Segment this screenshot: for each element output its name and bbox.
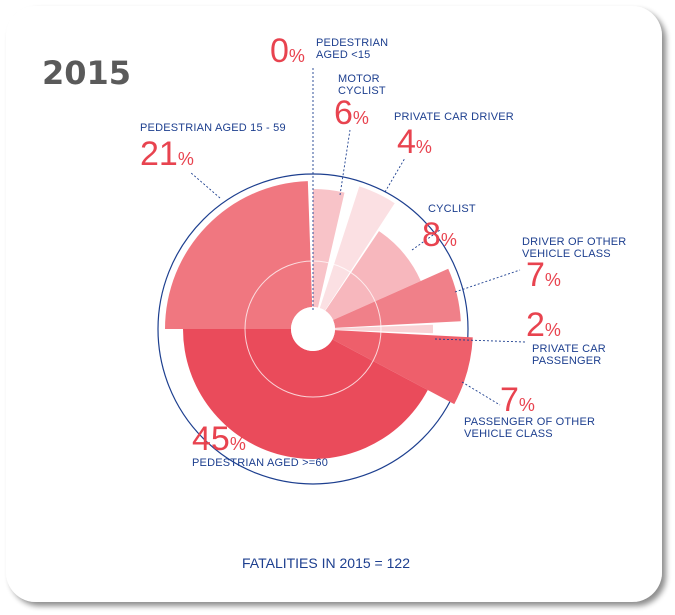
slice-percent-6: 7% [500, 381, 535, 419]
year-title: 2015 [42, 54, 131, 92]
fatalities-total: FATALITIES IN 2015 = 122 [242, 555, 410, 571]
slice-category-6-line-0: PASSENGER OF OTHER [464, 416, 595, 428]
slice-category-5-line-0: PRIVATE CAR [532, 343, 606, 355]
slice-category-5-line-1: PASSENGER [532, 355, 601, 367]
slice-percent-7: 45% [192, 420, 246, 458]
slice-label-8: 21%PEDESTRIAN AGED 15 - 59 [140, 122, 286, 173]
slice-category-3-line-0: CYCLIST [428, 203, 476, 215]
leader-line-5 [434, 338, 526, 343]
slice-label-2: 4%PRIVATE CAR DRIVER [394, 111, 514, 161]
slice-label-7: 45%PEDESTRIAN AGED >=60 [192, 420, 328, 469]
slice-category-2-line-0: PRIVATE CAR DRIVER [394, 111, 514, 123]
wedge-6 [332, 330, 473, 405]
slice-category-4-line-1: VEHICLE CLASS [522, 248, 611, 260]
slice-category-1-line-1: CYCLIST [338, 85, 386, 97]
leader-line-2 [384, 157, 406, 193]
slice-category-0-line-1: AGED <15 [316, 49, 371, 61]
wedge-1 [313, 189, 345, 308]
leader-line-6 [461, 381, 501, 406]
slice-category-7-line-0: PEDESTRIAN AGED >=60 [192, 457, 328, 469]
leader-line-1 [339, 129, 351, 196]
wedge-3 [325, 231, 421, 321]
slice-percent-2: 4% [397, 123, 432, 161]
leader-line-7 [189, 171, 221, 199]
slice-percent-5: 2% [526, 306, 561, 344]
slice-category-0-line-0: PEDESTRIAN [316, 37, 388, 49]
slice-category-8-line-0: PEDESTRIAN AGED 15 - 59 [140, 122, 286, 134]
slice-label-3: 8%CYCLIST [422, 203, 476, 254]
slice-percent-0: 0% [270, 32, 305, 70]
wedge-7 [183, 329, 428, 459]
wedge-5 [334, 324, 434, 334]
slice-category-6-line-1: VEHICLE CLASS [464, 428, 553, 440]
wedge-2 [319, 186, 395, 311]
slice-percent-8: 21% [140, 135, 194, 173]
slice-percent-1: 6% [334, 94, 369, 132]
slice-category-1-line-0: MOTOR [338, 73, 380, 85]
slice-category-4-line-0: DRIVER OF OTHER [522, 236, 626, 248]
wedge-8 [165, 181, 313, 329]
leader-lines [189, 66, 526, 406]
center-hole [291, 307, 335, 351]
slice-percent-4: 7% [526, 256, 561, 294]
leader-line-4 [454, 269, 521, 293]
leader-line-3 [411, 229, 441, 251]
wedge-4 [333, 268, 461, 328]
slice-percent-3: 8% [422, 216, 457, 254]
wedges-group [165, 181, 473, 459]
